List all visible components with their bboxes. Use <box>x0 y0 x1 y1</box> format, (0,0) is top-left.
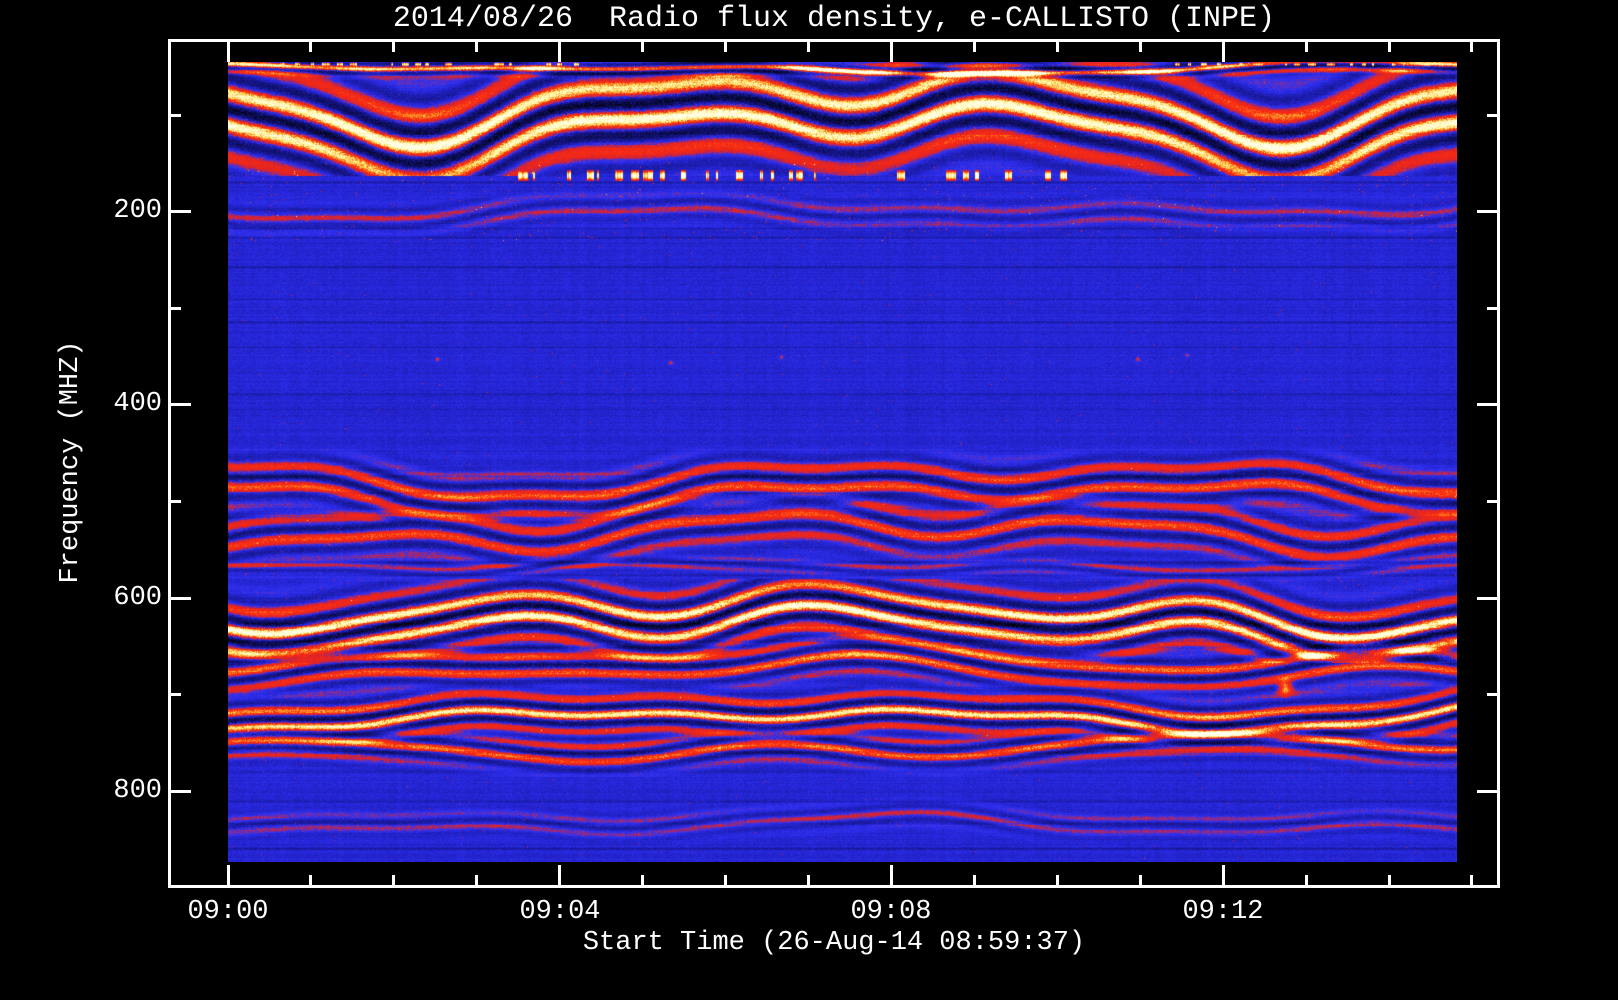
x-tick-label: 09:08 <box>850 897 932 927</box>
x-tick-label: 09:12 <box>1182 897 1264 927</box>
plot-frame <box>168 39 1500 888</box>
y-tick-label: 800 <box>113 776 162 806</box>
spectrogram-canvas <box>228 62 1457 862</box>
y-tick-label: 600 <box>113 583 162 613</box>
y-tick-label: 400 <box>113 389 162 419</box>
y-tick-label: 200 <box>113 196 162 226</box>
y-axis-label: Frequency (MHZ) <box>56 340 86 584</box>
chart-title: 2014/08/26 Radio flux density, e-CALLIST… <box>392 2 1276 36</box>
x-tick-label: 09:00 <box>187 897 269 927</box>
x-tick-label: 09:04 <box>519 897 601 927</box>
x-axis-label: Start Time (26-Aug-14 08:59:37) <box>582 928 1086 958</box>
